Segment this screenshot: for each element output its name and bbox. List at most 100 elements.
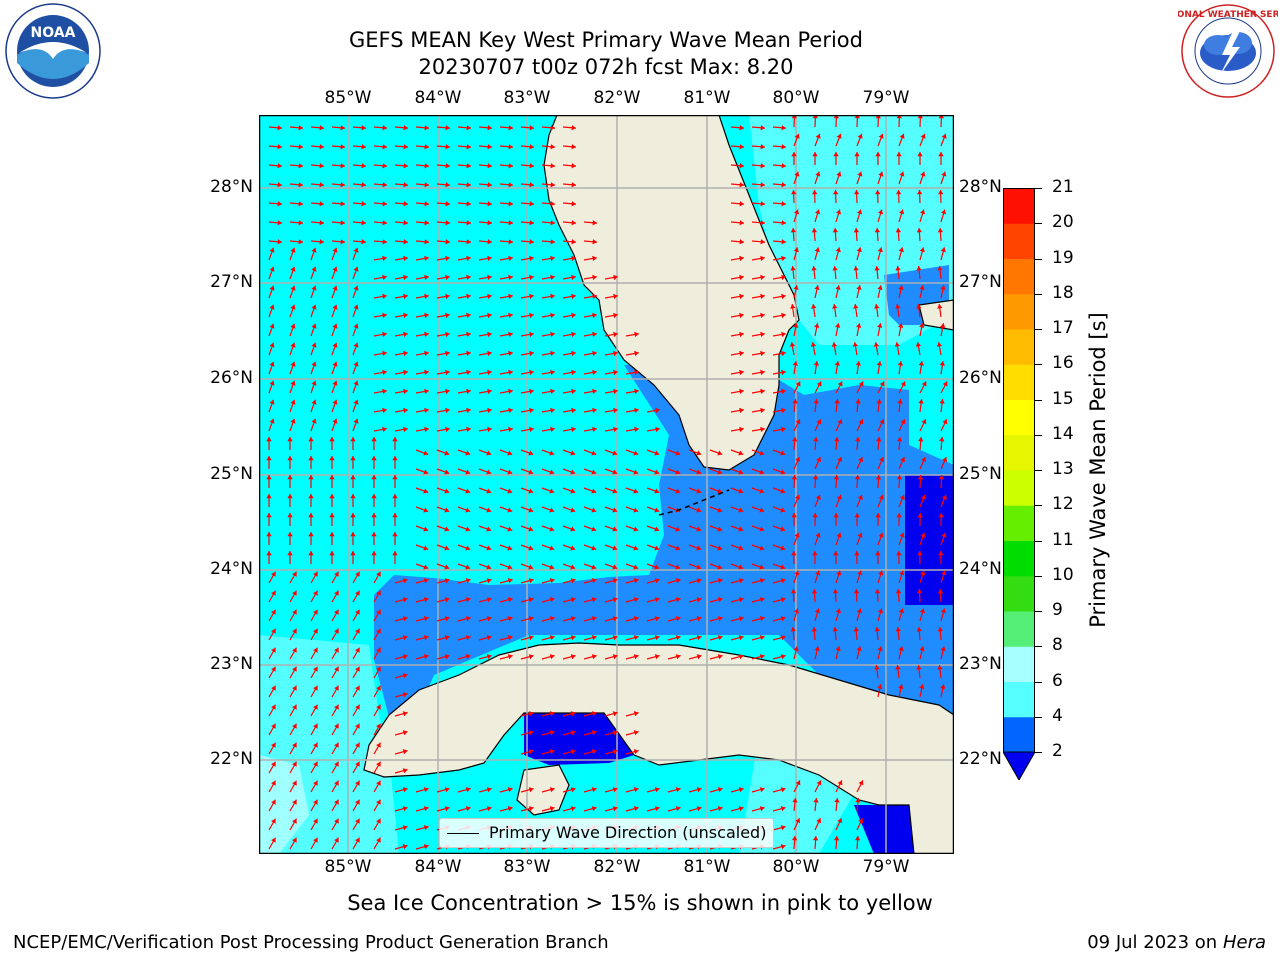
wave-arrow-head (266, 513, 272, 518)
wave-arrow-head (937, 304, 943, 309)
wave-arrow-head (508, 274, 513, 281)
wave-arrow-head (549, 545, 555, 551)
wave-arrow-head (875, 475, 882, 480)
colorbar-tick-mark (1035, 364, 1042, 366)
colorbar (1002, 188, 1036, 782)
wave-arrow-head (812, 152, 818, 157)
wave-arrow-head (487, 144, 492, 150)
map-svg (258, 114, 955, 855)
axis-tick-label: 79°W (862, 88, 910, 108)
wave-arrow-head (382, 220, 387, 226)
wave-arrow-head (855, 798, 861, 803)
wave-arrow-head (941, 570, 947, 576)
axis-tick-label: 85°W (324, 857, 372, 877)
wave-arrow-head (549, 526, 555, 532)
axis-tick-label: 24°N (210, 559, 253, 579)
wave-arrow-head (937, 266, 943, 271)
wave-arrow-head (424, 255, 429, 262)
axis-tick-label: 83°W (503, 88, 551, 108)
wave-arrow-head (780, 507, 786, 513)
wave-arrow-head (550, 163, 555, 169)
wave-arrow-head (424, 350, 429, 357)
wave-arrow-head (292, 799, 297, 805)
wave-arrow-head (382, 407, 387, 414)
wave-arrow-head (423, 806, 429, 812)
wave-arrow-head (382, 388, 387, 395)
map-panel: Primary Wave Direction (unscaled) (258, 114, 955, 855)
wave-arrow-head (781, 350, 786, 357)
wave-arrow-head (340, 201, 345, 207)
wave-arrow-head (350, 532, 356, 537)
wave-arrow-head (717, 597, 723, 603)
wave-arrow-head (340, 182, 345, 188)
wave-arrow-head (760, 220, 765, 226)
wave-arrow-head (376, 666, 381, 672)
wave-arrow-head (392, 437, 398, 442)
wave-arrow-head (634, 350, 639, 357)
wave-arrow-head (508, 369, 513, 376)
wave-arrow-head (269, 342, 275, 348)
wave-arrow-head (675, 450, 681, 456)
wave-arrow-head (487, 220, 492, 226)
wave-arrow-head (833, 190, 839, 195)
wave-arrow-head (781, 182, 786, 188)
wave-arrow-head (334, 761, 339, 767)
wave-arrow-head (549, 654, 555, 660)
wave-arrow-head (507, 806, 513, 812)
wave-arrow-head (738, 654, 744, 660)
wave-arrow-head (739, 426, 744, 433)
wave-arrow-head (570, 526, 576, 532)
wave-arrow-head (739, 312, 744, 319)
wave-arrow-head (899, 171, 905, 177)
wave-arrow-head (938, 152, 944, 157)
wave-arrow-head (613, 407, 618, 414)
wave-arrow-head (355, 837, 360, 843)
colorbar-tick-mark (1035, 752, 1042, 753)
wave-arrow-head (287, 475, 293, 480)
wave-arrow-head (781, 369, 786, 376)
wave-arrow-head (696, 469, 702, 475)
wave-arrow-head (334, 666, 339, 672)
wave-arrow-head (528, 545, 534, 551)
wave-arrow-head (815, 209, 821, 215)
wave-arrow-head (361, 201, 366, 207)
wave-arrow-head (507, 635, 513, 641)
wave-arrow-head (486, 654, 492, 660)
wave-arrow-head (319, 220, 324, 226)
wave-arrow-head (311, 361, 317, 367)
wave-arrow-head (739, 239, 744, 245)
wave-arrow-head (675, 597, 681, 603)
wave-arrow-head (550, 125, 555, 131)
wave-arrow-head (308, 475, 314, 480)
wave-arrow-head (570, 507, 576, 513)
wave-arrow-head (591, 616, 597, 622)
wave-arrow-head (332, 304, 338, 310)
wave-arrow-head (858, 457, 863, 463)
wave-arrow-head (613, 426, 618, 433)
wave-arrow-head (550, 201, 555, 207)
wave-arrow-head (897, 361, 903, 366)
wave-arrow-head (760, 350, 765, 357)
wave-arrow-head (836, 209, 842, 215)
wave-arrow-head (292, 818, 297, 824)
wave-arrow-head (897, 437, 903, 442)
wave-arrow-head (696, 787, 702, 793)
wave-arrow-head (791, 190, 797, 195)
wave-arrow-head (878, 570, 884, 576)
wave-arrow-head (816, 457, 821, 463)
wave-arrow-head (739, 201, 744, 207)
colorbar-tick-mark (1035, 470, 1042, 471)
footer-right: 09 Jul 2023 on Hera (1087, 932, 1266, 953)
wave-arrow-head (465, 469, 471, 475)
wave-arrow-head (361, 144, 366, 150)
wave-arrow-head (465, 488, 471, 494)
colorbar-segment (1003, 575, 1035, 612)
wave-arrow-head (271, 704, 276, 710)
wave-arrow-head (403, 369, 408, 376)
colorbar-tick-mark (1035, 258, 1042, 260)
wave-arrow-head (266, 437, 272, 442)
wave-arrow-head (361, 239, 366, 245)
wave-arrow-head (612, 597, 618, 603)
wave-arrow-head (424, 331, 429, 338)
wave-arrow-head (591, 469, 597, 475)
